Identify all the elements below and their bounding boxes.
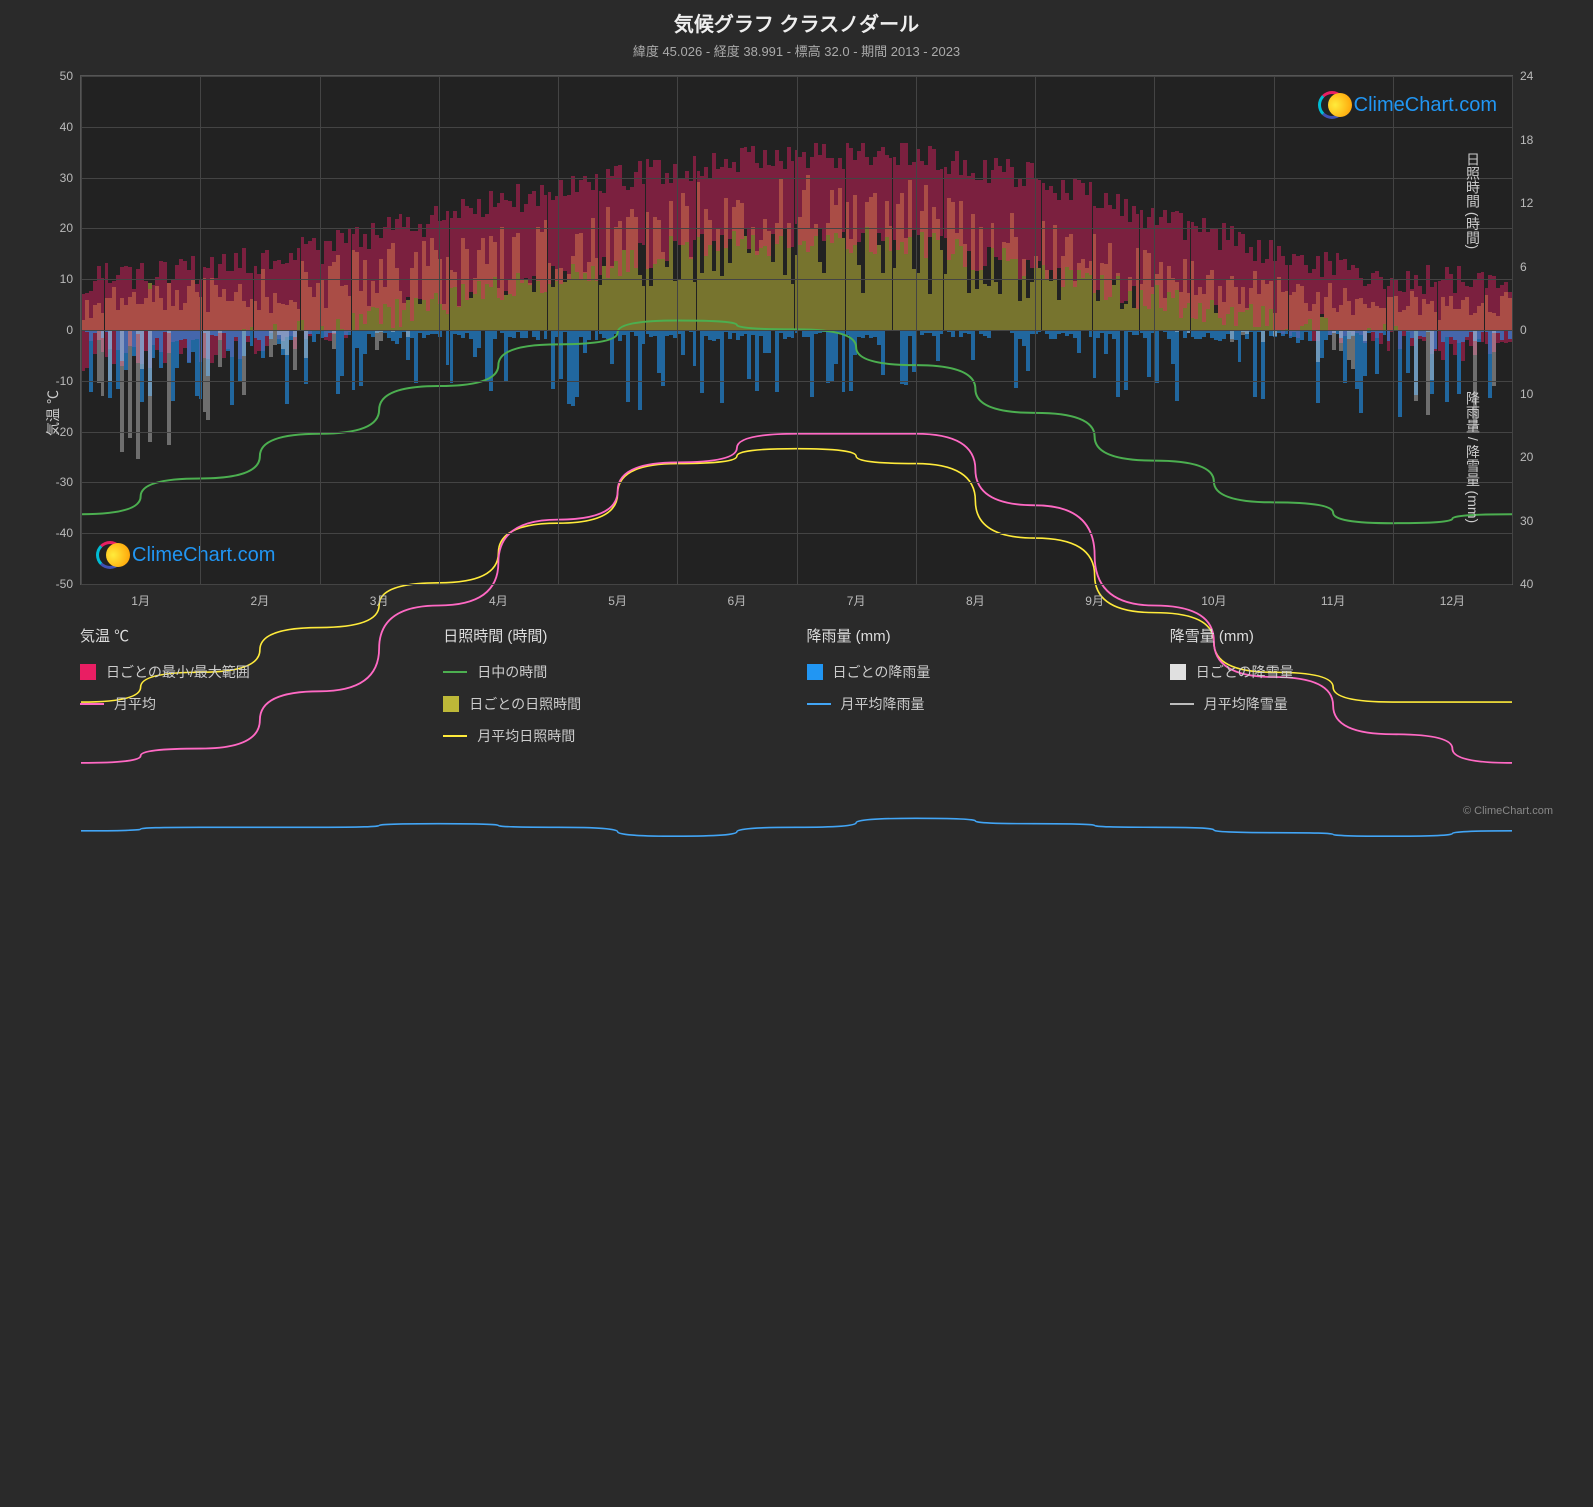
ytick-right-bottom: 30	[1512, 514, 1533, 528]
y-axis-right-bottom-label: 降雨量 / 降雪量 (mm)	[1463, 391, 1483, 523]
xtick: 1月	[131, 584, 150, 609]
legend-col-temp: 気温 ℃ 日ごとの最小/最大範囲月平均	[80, 625, 423, 746]
legend-item: 日ごとの日照時間	[443, 694, 786, 714]
watermark-icon	[1318, 91, 1346, 119]
xtick: 10月	[1201, 584, 1226, 609]
legend-label: 月平均降雨量	[841, 694, 925, 714]
legend-col-rain: 降雨量 (mm) 日ごとの降雨量月平均降雨量	[807, 625, 1150, 746]
legend-label: 日ごとの日照時間	[469, 694, 581, 714]
legend-item: 日ごとの降雪量	[1170, 662, 1513, 682]
watermark-top: ClimeChart.com	[1318, 91, 1497, 119]
ytick-left: -30	[56, 475, 81, 489]
legend-swatch	[807, 703, 831, 705]
legend: 気温 ℃ 日ごとの最小/最大範囲月平均 日照時間 (時間) 日中の時間日ごとの日照時間…	[80, 625, 1513, 746]
xtick: 12月	[1440, 584, 1465, 609]
ytick-right-bottom: 40	[1512, 577, 1533, 591]
xtick: 5月	[608, 584, 627, 609]
ytick-right-bottom: 20	[1512, 450, 1533, 464]
legend-item: 日中の時間	[443, 662, 786, 682]
legend-title: 気温 ℃	[80, 625, 423, 646]
legend-swatch	[443, 671, 467, 673]
copyright: © ClimeChart.com	[1463, 805, 1553, 817]
plot-background: ClimeChart.com ClimeChart.com -50-40-30-…	[80, 75, 1513, 585]
legend-item: 月平均日照時間	[443, 726, 786, 746]
legend-swatch	[1170, 664, 1186, 680]
legend-label: 日中の時間	[477, 662, 547, 682]
ytick-left: 50	[60, 69, 81, 83]
ytick-left: -20	[56, 425, 81, 439]
legend-swatch	[807, 664, 823, 680]
chart-subtitle: 緯度 45.026 - 経度 38.991 - 標高 32.0 - 期間 201…	[0, 41, 1593, 60]
legend-swatch	[443, 696, 459, 712]
ytick-left: -40	[56, 526, 81, 540]
xtick: 8月	[966, 584, 985, 609]
ytick-right-top: 18	[1512, 133, 1533, 147]
legend-title: 降雪量 (mm)	[1170, 625, 1513, 646]
legend-title: 降雨量 (mm)	[807, 625, 1150, 646]
watermark-text: ClimeChart.com	[1354, 94, 1497, 117]
legend-title: 日照時間 (時間)	[443, 625, 786, 646]
legend-swatch	[1170, 703, 1194, 705]
legend-label: 日ごとの降雨量	[833, 662, 931, 682]
xtick: 7月	[847, 584, 866, 609]
legend-item: 日ごとの最小/最大範囲	[80, 662, 423, 682]
legend-swatch	[80, 664, 96, 680]
legend-label: 月平均降雪量	[1204, 694, 1288, 714]
watermark-text: ClimeChart.com	[132, 544, 275, 567]
ytick-left: 0	[66, 323, 81, 337]
xtick: 2月	[251, 584, 270, 609]
legend-col-snow: 降雪量 (mm) 日ごとの降雪量月平均降雪量	[1170, 625, 1513, 746]
ytick-right-top: 12	[1512, 196, 1533, 210]
ytick-left: 40	[60, 120, 81, 134]
ytick-left: -50	[56, 577, 81, 591]
ytick-right-top: 6	[1512, 260, 1527, 274]
ytick-left: -10	[56, 374, 81, 388]
xtick: 4月	[489, 584, 508, 609]
watermark-icon	[96, 541, 124, 569]
ytick-left: 30	[60, 171, 81, 185]
legend-label: 日ごとの最小/最大範囲	[106, 662, 250, 682]
ytick-right-bottom: 10	[1512, 387, 1533, 401]
legend-item: 日ごとの降雨量	[807, 662, 1150, 682]
legend-swatch	[80, 703, 104, 705]
legend-col-sun: 日照時間 (時間) 日中の時間日ごとの日照時間月平均日照時間	[443, 625, 786, 746]
legend-item: 月平均降雨量	[807, 694, 1150, 714]
legend-item: 月平均降雪量	[1170, 694, 1513, 714]
xtick: 11月	[1321, 584, 1345, 609]
chart-title: 気候グラフ クラスノダール	[0, 8, 1593, 37]
climate-chart: 気候グラフ クラスノダール 緯度 45.026 - 経度 38.991 - 標高…	[0, 0, 1593, 825]
xtick: 3月	[370, 584, 389, 609]
ytick-right-top: 24	[1512, 69, 1533, 83]
legend-label: 月平均日照時間	[477, 726, 575, 746]
xtick: 6月	[728, 584, 747, 609]
xtick: 9月	[1085, 584, 1104, 609]
legend-label: 日ごとの降雪量	[1196, 662, 1294, 682]
legend-label: 月平均	[114, 694, 156, 714]
legend-swatch	[443, 735, 467, 737]
legend-item: 月平均	[80, 694, 423, 714]
ytick-left: 10	[60, 272, 81, 286]
plot-area: ClimeChart.com ClimeChart.com -50-40-30-…	[80, 75, 1513, 585]
watermark-bottom: ClimeChart.com	[96, 541, 275, 569]
y-axis-right-top-label: 日照時間 (時間)	[1463, 152, 1483, 249]
ytick-right-top: 0	[1512, 323, 1527, 337]
ytick-left: 20	[60, 221, 81, 235]
